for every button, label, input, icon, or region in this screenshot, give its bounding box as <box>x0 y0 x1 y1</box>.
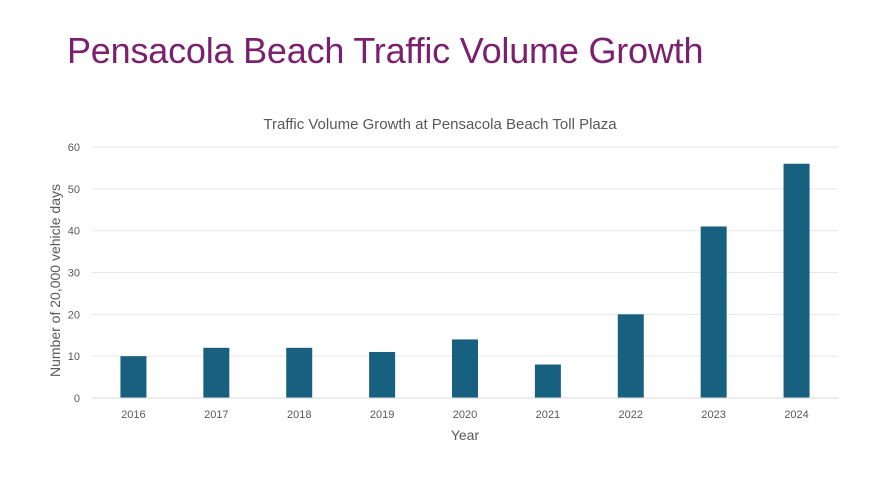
x-tick-label: 2017 <box>204 409 228 421</box>
bar-2021 <box>534 364 561 398</box>
y-tick-label: 20 <box>68 309 80 321</box>
bar-series <box>120 163 810 398</box>
y-tick-label: 40 <box>68 226 80 238</box>
slide-title: Pensacola Beach Traffic Volume Growth <box>67 30 704 71</box>
y-tick-label: 10 <box>68 351 80 363</box>
x-tick-label: 2021 <box>536 409 560 421</box>
y-axis-ticks: 0 10 20 30 40 50 60 <box>68 142 80 405</box>
x-axis-title: Year <box>451 427 480 443</box>
bar-2023 <box>700 226 727 398</box>
bar-2017 <box>203 347 230 398</box>
x-axis-ticks: 2016 2017 2018 2019 2020 2021 2022 2023 2024 <box>121 409 809 421</box>
bar-2019 <box>369 351 396 398</box>
y-tick-label: 30 <box>68 268 80 280</box>
x-tick-label: 2022 <box>619 409 643 421</box>
x-tick-label: 2019 <box>370 409 394 421</box>
y-tick-label: 50 <box>68 184 80 196</box>
x-tick-label: 2020 <box>453 409 477 421</box>
x-tick-label: 2023 <box>701 409 725 421</box>
bar-2022 <box>617 314 644 398</box>
y-tick-label: 60 <box>68 142 80 154</box>
x-tick-label: 2018 <box>287 409 311 421</box>
bar-2018 <box>286 347 313 398</box>
x-tick-label: 2016 <box>121 409 145 421</box>
bar-2024 <box>783 163 810 398</box>
x-tick-label: 2024 <box>784 409 808 421</box>
bar-2020 <box>452 339 478 398</box>
bar-2016 <box>120 356 147 398</box>
y-tick-label: 0 <box>74 393 80 405</box>
y-axis-title: Number of 20,000 vehicle days <box>47 184 63 377</box>
chart-title: Traffic Volume Growth at Pensacola Beach… <box>263 116 617 133</box>
